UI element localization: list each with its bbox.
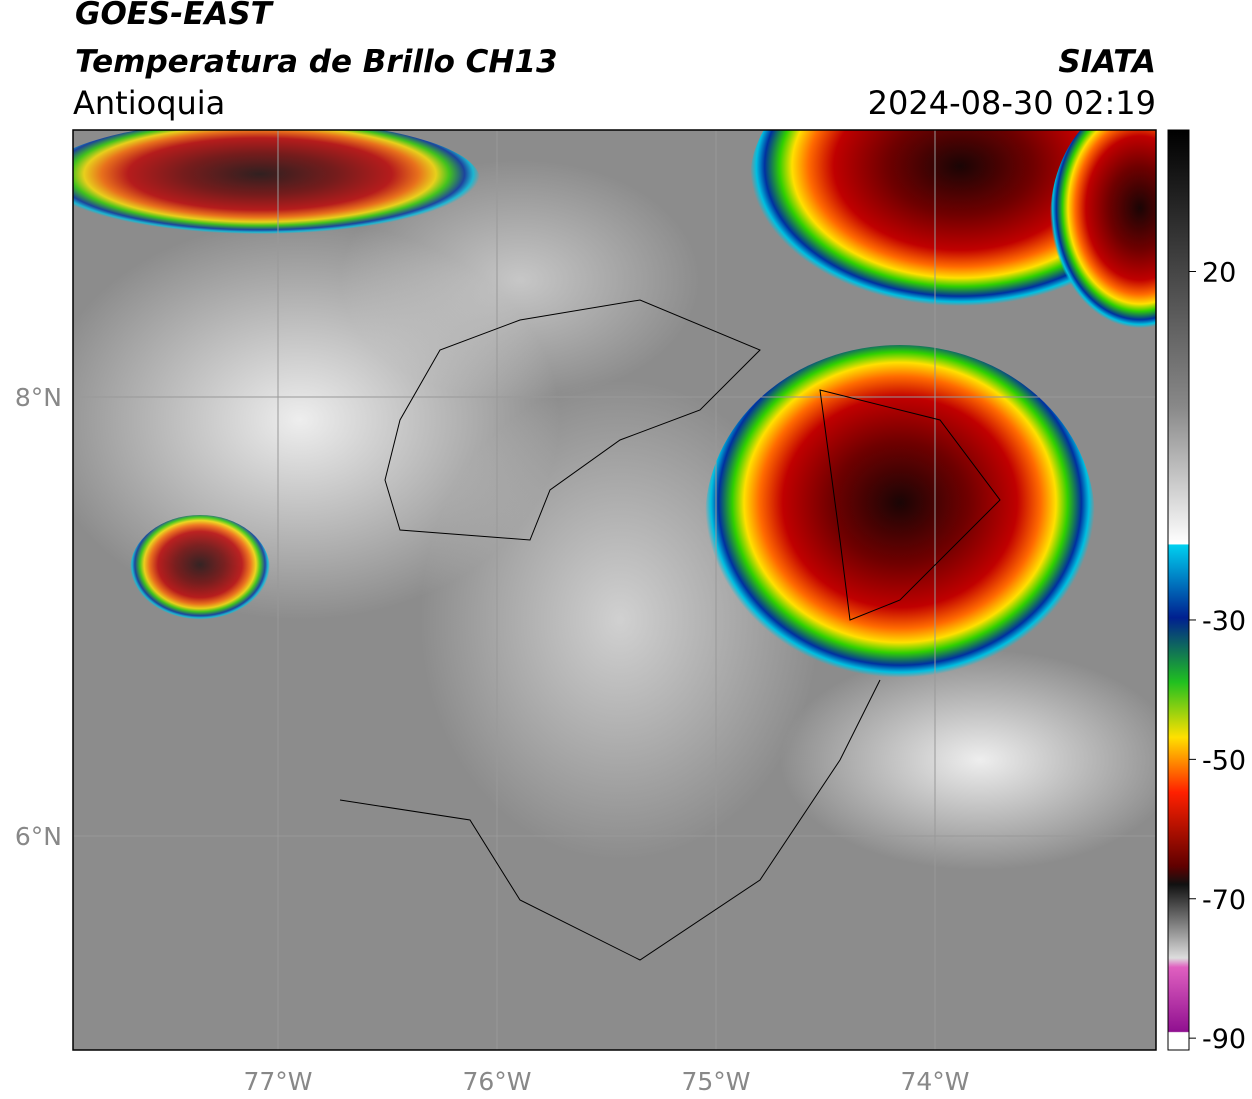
borders <box>339 299 1001 961</box>
product: Temperatura de Brillo CH13 <box>75 44 558 80</box>
graticule <box>73 130 1156 1050</box>
source: SIATA <box>1058 44 1156 80</box>
colorbar-tick-label: -30 <box>1202 606 1246 637</box>
lat-label: 6°N <box>15 822 62 851</box>
lon-label: 74°W <box>900 1067 969 1096</box>
map-frame <box>72 129 1157 1051</box>
region: Antioquia <box>73 84 226 122</box>
colorbar <box>1167 129 1190 1051</box>
satellite-image <box>73 130 1156 1050</box>
colorbar-tick-label: -70 <box>1202 885 1246 916</box>
satellite: GOES-EAST <box>75 0 272 32</box>
lon-label: 76°W <box>462 1067 531 1096</box>
lon-label: 75°W <box>681 1067 750 1096</box>
datetime: 2024-08-30 02:19 <box>867 84 1156 122</box>
colorbar-tick-label: -50 <box>1202 745 1246 776</box>
colorbar-tick-label: -90 <box>1202 1024 1246 1055</box>
lon-label: 77°W <box>243 1067 312 1096</box>
lat-label: 8°N <box>15 383 62 412</box>
colorbar-tick-label: 20 <box>1202 257 1236 288</box>
